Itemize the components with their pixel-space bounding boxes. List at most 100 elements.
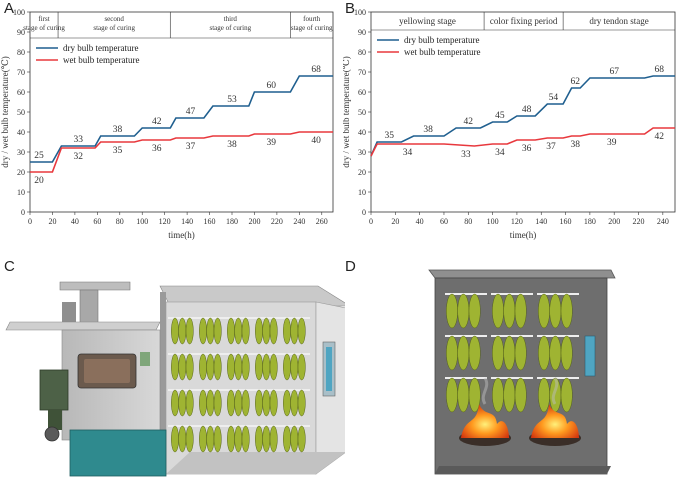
panel-letter-d: D	[345, 258, 356, 275]
y-axis-title: dry / wet bulb temperature(℃)	[343, 56, 351, 168]
data-label: 35	[113, 146, 123, 156]
x-tick-label: 220	[633, 217, 645, 226]
tobacco-leaf	[241, 317, 250, 345]
tobacco-leaf	[468, 293, 481, 329]
x-tick-label: 180	[584, 217, 596, 226]
tobacco-leaf	[241, 353, 250, 381]
tobacco-leaf	[269, 317, 278, 345]
tobacco-leaf	[457, 293, 470, 329]
y-tick-label: 0	[21, 208, 25, 217]
data-label: 38	[227, 140, 237, 150]
tobacco-leaf	[290, 353, 299, 381]
tobacco-leaf	[269, 389, 278, 417]
tobacco-leaf	[514, 377, 527, 413]
fuel-hopper	[39, 369, 69, 411]
x-tick-label: 140	[181, 217, 193, 226]
data-label: 34	[495, 148, 505, 158]
stage-label-4: stage of curing	[291, 24, 333, 32]
data-label: 36	[152, 144, 162, 154]
data-label: 35	[384, 131, 394, 141]
tobacco-leaf	[199, 389, 207, 417]
data-label: 34	[403, 148, 413, 158]
tobacco-leaf	[178, 353, 187, 381]
x-tick-label: 0	[28, 217, 32, 226]
dry-bulb-line	[370, 75, 675, 157]
tobacco-leaf	[234, 317, 243, 345]
tobacco-leaf	[549, 293, 562, 329]
data-label: 39	[267, 138, 277, 148]
tobacco-leaf	[199, 425, 207, 453]
x-tick-label: 260	[316, 217, 328, 226]
curing-barn-illustration	[5, 281, 345, 477]
tobacco-leaf	[283, 425, 291, 453]
fire-right	[531, 404, 579, 438]
control-box	[140, 352, 150, 366]
y-tick-label: 70	[17, 68, 25, 77]
y-tick-label: 20	[17, 168, 25, 177]
x-tick-label: 80	[116, 217, 124, 226]
y-tick-label: 0	[362, 208, 366, 217]
chimney-side	[62, 302, 76, 324]
tobacco-leaf	[538, 335, 550, 371]
y-tick-label: 90	[17, 28, 25, 37]
tobacco-leaf	[492, 335, 504, 371]
y-tick-label: 50	[17, 108, 25, 117]
tobacco-leaf	[468, 377, 481, 413]
stage-label-1: yellowing stage	[399, 16, 456, 26]
x-axis-title: time(h)	[168, 230, 195, 240]
smoke-left	[481, 377, 489, 405]
data-label: 67	[609, 67, 619, 77]
tobacco-leaf	[503, 335, 516, 371]
data-label: 20	[34, 176, 44, 186]
chamber-roof	[428, 269, 616, 279]
y-tick-label: 50	[358, 108, 366, 117]
y-tick-label: 80	[17, 48, 25, 57]
tobacco-leaf	[185, 425, 194, 453]
tobacco-leaf	[255, 317, 263, 345]
data-label: 33	[461, 150, 471, 160]
tobacco-leaf	[199, 353, 207, 381]
smoke-right	[551, 377, 559, 405]
data-label: 37	[186, 142, 196, 152]
data-label: 38	[571, 140, 581, 150]
awning	[5, 321, 161, 331]
y-tick-label: 10	[358, 188, 366, 197]
tobacco-leaf	[227, 389, 235, 417]
legend-box	[34, 42, 152, 66]
data-label: 42	[152, 117, 162, 127]
x-tick-label: 200	[608, 217, 620, 226]
data-label: 38	[113, 125, 123, 135]
tobacco-leaf	[213, 353, 222, 381]
tobacco-leaf	[213, 317, 222, 345]
x-tick-label: 240	[293, 217, 305, 226]
tobacco-leaf	[446, 293, 458, 329]
chimney-cap	[59, 281, 131, 291]
chamber-floor	[166, 452, 345, 474]
stage-label-2: stage of curing	[93, 24, 135, 32]
x-tick-label: 80	[464, 217, 472, 226]
data-label: 42	[464, 117, 474, 127]
tobacco-leaf	[255, 425, 263, 453]
legend-dry-label: dry bulb temperature	[63, 43, 138, 53]
legend-box	[375, 34, 493, 58]
combustion-base	[69, 429, 167, 477]
tobacco-leaf	[290, 389, 299, 417]
x-tick-label: 40	[416, 217, 424, 226]
tobacco-leaf	[171, 317, 179, 345]
stage-label-4: fourth	[303, 15, 321, 23]
tobacco-leaf	[262, 389, 271, 417]
data-label: 48	[522, 105, 532, 115]
chamber-window-glass	[326, 347, 332, 391]
fire-left	[461, 404, 509, 438]
tobacco-leaf	[262, 317, 271, 345]
tobacco-leaf	[560, 293, 573, 329]
x-tick-label: 160	[204, 217, 216, 226]
data-label: 47	[186, 107, 196, 117]
stage-label-2: color fixing period	[490, 16, 558, 26]
data-label: 60	[267, 81, 277, 91]
data-label: 68	[311, 65, 321, 75]
tobacco-leaf	[283, 353, 291, 381]
stage-label-2: second	[104, 15, 124, 23]
data-label: 54	[549, 93, 559, 103]
data-label: 45	[495, 111, 505, 121]
